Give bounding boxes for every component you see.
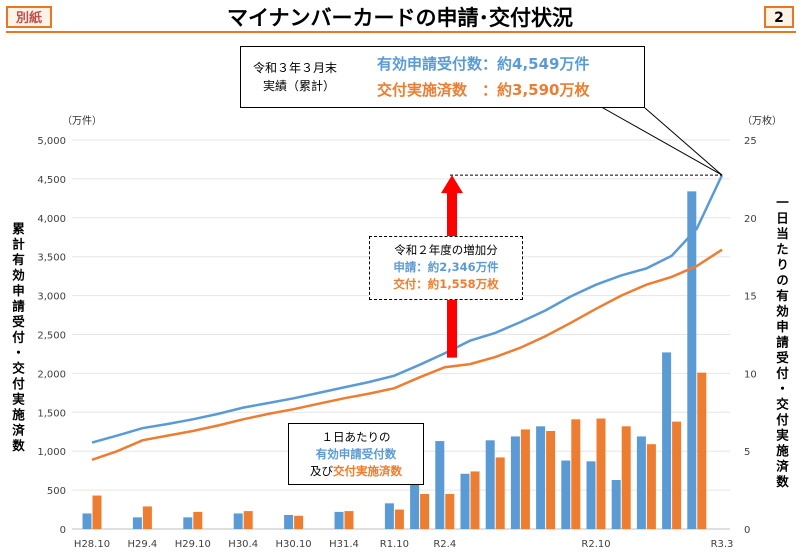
x-tick-label: H29.10: [175, 539, 211, 550]
bar-issued-daily: [596, 418, 606, 529]
bar-issued-daily: [470, 471, 480, 529]
bar-issued-daily: [344, 511, 354, 529]
left-tick-label: 1,000: [37, 447, 66, 458]
bar-applications-daily: [82, 513, 92, 529]
daily-line3-highlight: 交付実施済数: [333, 464, 402, 478]
right-tick-label: 25: [744, 136, 757, 147]
x-tick-label: R3.3: [711, 539, 734, 550]
bar-issued-daily: [243, 511, 253, 529]
bar-applications-daily: [536, 426, 546, 529]
summary-label-cumulative: 実績（累計）: [263, 79, 336, 93]
bar-issued-daily: [571, 419, 581, 529]
bar-issued-daily: [646, 444, 656, 529]
bar-applications-daily: [662, 352, 672, 529]
bar-applications-daily: [611, 479, 621, 529]
page-title: マイナンバーカードの申請･交付状況: [226, 6, 574, 30]
bar-issued-daily: [445, 493, 455, 529]
bar-issued-daily: [294, 515, 304, 529]
right-tick-label: 15: [744, 292, 757, 303]
summary-box: 令和３年３月末 実績（累計） 有効申請受付数：約4,549万件 交付実施済数 ：…: [240, 46, 645, 108]
bar-issued-daily: [92, 495, 102, 529]
daily-line2: 有効申請受付数: [315, 447, 397, 461]
summary-label-date: 令和３年３月末: [253, 61, 338, 75]
bar-applications-daily: [183, 517, 193, 529]
left-tick-label: 1,500: [37, 408, 66, 419]
right-tick-label: 10: [744, 369, 757, 380]
bar-issued-daily: [193, 511, 203, 529]
bar-issued-daily: [394, 509, 404, 529]
bar-applications-daily: [284, 514, 294, 529]
x-tick-label: H28.10: [74, 539, 110, 550]
x-tick-label: H30.4: [228, 539, 258, 550]
left-tick-label: 4,500: [37, 175, 66, 186]
bar-applications-daily: [410, 484, 420, 529]
daily-line3-prefix: 及び: [310, 464, 333, 478]
x-tick-label: R2.10: [581, 539, 610, 550]
bar-issued-daily: [495, 457, 505, 529]
increase-heading: 令和２年度の増加分: [394, 243, 498, 257]
bar-issued-daily: [420, 493, 430, 529]
left-tick-label: 3,500: [37, 253, 66, 264]
bar-applications-daily: [435, 441, 445, 529]
daily-line3: 及び交付実施済数: [289, 463, 423, 480]
right-axis-unit: （万枚）: [742, 116, 782, 127]
left-tick-label: 2,500: [37, 331, 66, 342]
left-tick-label: 5,000: [37, 136, 66, 147]
bar-issued-daily: [520, 429, 530, 529]
line-applications-cumulative: [91, 174, 724, 444]
right-tick-label: 20: [744, 214, 757, 225]
attachment-tag: 別紙: [6, 6, 52, 28]
daily-box: １日あたりの 有効申請受付数 及び交付実施済数: [288, 423, 424, 485]
bar-applications-daily: [687, 191, 697, 529]
bar-applications-daily: [233, 513, 243, 529]
bar-issued-daily: [546, 430, 556, 529]
bar-applications-daily: [586, 461, 596, 529]
bar-applications-daily: [636, 436, 646, 529]
bar-applications-daily: [132, 517, 142, 529]
left-tick-label: 0: [60, 525, 66, 536]
increase-issued: 交付：約1,558万枚: [393, 277, 499, 291]
summary-applications: 有効申請受付数：約4,549万件: [377, 55, 590, 73]
summary-issued: 交付実施済数 ：約3,590万枚: [377, 81, 590, 99]
bar-applications-daily: [460, 473, 470, 529]
right-axis-label: 一日当たりの有効申請受付・交付実施済数: [774, 196, 789, 491]
bar-issued-daily: [697, 372, 707, 529]
increase-arrow-head: [441, 175, 463, 194]
left-tick-label: 4,000: [37, 214, 66, 225]
x-tick-label: H31.4: [329, 539, 359, 550]
bar-applications-daily: [384, 503, 394, 529]
increase-applications: 申請：約2,346万件: [393, 260, 499, 274]
left-axis-label: 累計有効申請受付・交付実施済数: [10, 222, 25, 455]
left-tick-label: 2,000: [37, 369, 66, 380]
increase-box: 令和２年度の増加分 申請：約2,346万件 交付：約1,558万枚: [369, 236, 523, 300]
x-tick-label: H30.10: [276, 539, 312, 550]
x-tick-label: H29.4: [128, 539, 158, 550]
title-underline: [6, 31, 796, 33]
page-number: 2: [764, 6, 794, 28]
bar-issued-daily: [621, 426, 631, 529]
left-tick-label: 3,000: [37, 292, 66, 303]
summary-leader-line: [644, 107, 723, 176]
x-tick-label: R2.4: [433, 539, 456, 550]
bar-issued-daily: [672, 421, 682, 529]
bar-applications-daily: [510, 436, 520, 529]
x-tick-label: R1.10: [380, 539, 409, 550]
bar-applications-daily: [561, 460, 571, 529]
line-issued-cumulative: [91, 248, 723, 461]
right-tick-label: 5: [744, 447, 750, 458]
bar-applications-daily: [485, 440, 495, 529]
right-tick-label: 0: [744, 525, 750, 536]
left-axis-unit: （万件）: [62, 116, 102, 127]
bar-issued-daily: [142, 506, 152, 529]
left-tick-label: 500: [47, 486, 66, 497]
daily-line1: １日あたりの: [321, 430, 391, 444]
bar-applications-daily: [334, 511, 344, 529]
